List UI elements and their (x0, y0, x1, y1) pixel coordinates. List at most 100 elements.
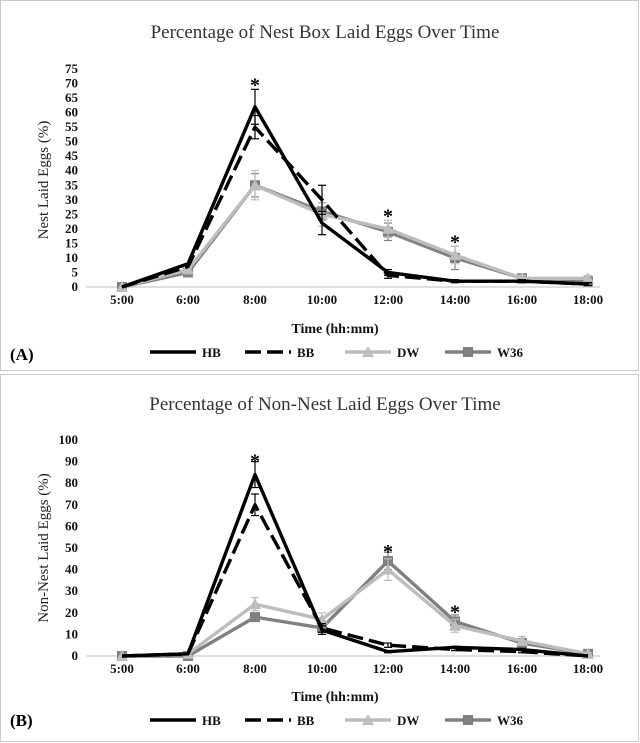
y-tick-label: 30 (65, 583, 78, 598)
significance-star: * (450, 602, 460, 624)
data-point-triangle (582, 272, 594, 284)
x-tick-label: 10:00 (307, 292, 337, 307)
y-tick-label: 20 (65, 605, 78, 620)
legend-item-bb: BB (245, 345, 315, 360)
y-tick-label: 50 (65, 540, 78, 555)
x-tick-label: 12:00 (373, 661, 403, 676)
y-tick-label: 55 (65, 119, 79, 134)
series-line-hb (121, 472, 589, 658)
data-point-triangle (449, 619, 461, 631)
legend-marker-triangle (362, 346, 374, 357)
y-tick-label: 20 (65, 221, 78, 236)
legend-label: W36 (497, 345, 524, 360)
x-tick-label: 12:00 (373, 292, 403, 307)
x-tick-label: 8:00 (243, 661, 267, 676)
panel-a-border (0, 0, 639, 371)
y-tick-label: 70 (65, 497, 78, 512)
chart-b-x-ticks: 5:00 6:00 8:00 10:00 12:00 14:00 16:00 18:00 (110, 661, 603, 676)
y-tick-label: 50 (65, 134, 78, 149)
y-tick-label: 5 (72, 264, 79, 279)
series-line-dw (121, 567, 589, 658)
significance-star: * (250, 450, 260, 472)
x-tick-label: 16:00 (507, 661, 537, 676)
series-hb (121, 461, 589, 658)
legend-label: HB (202, 713, 221, 728)
chart-b-series (116, 461, 594, 661)
legend-marker-square (463, 347, 473, 357)
legend-label: DW (397, 713, 419, 728)
x-tick-label: 14:00 (440, 661, 470, 676)
legend-label: HB (202, 345, 221, 360)
data-point-square (250, 612, 260, 623)
significance-star: * (383, 205, 393, 227)
chart-a-title: Percentage of Nest Box Laid Eggs Over Ti… (151, 22, 500, 43)
data-point-triangle (382, 563, 394, 575)
y-tick-label: 90 (65, 454, 78, 469)
series-hb (121, 88, 592, 289)
y-tick-label: 40 (65, 562, 78, 577)
y-tick-label: 60 (65, 105, 78, 120)
y-tick-label: 80 (65, 475, 78, 490)
x-tick-label: 6:00 (176, 292, 200, 307)
y-tick-label: 40 (65, 163, 78, 178)
data-point-triangle (249, 598, 261, 610)
chart-a-x-ticks: 5:00 6:00 8:00 10:00 12:00 14:00 16:00 18:00 (110, 292, 603, 307)
chart-a-annotations: * * * (250, 75, 460, 254)
y-tick-label: 30 (65, 192, 78, 207)
y-tick-label: 75 (65, 61, 79, 76)
legend-item-w36: W36 (445, 713, 524, 728)
x-tick-label: 18:00 (573, 292, 603, 307)
data-point-triangle (449, 249, 461, 261)
legend-marker-triangle (362, 714, 374, 725)
chart-a-ylabel: Nest Laid Eggs (%) (36, 121, 52, 240)
chart-a-legend: HB BB DW W36 (150, 345, 524, 360)
legend-item-hb: HB (150, 345, 221, 360)
data-point-triangle (249, 179, 261, 191)
x-tick-label: 10:00 (307, 661, 337, 676)
chart-b-annotations: * * * (250, 450, 460, 623)
series-dw (116, 170, 594, 292)
y-tick-label: 15 (65, 235, 79, 250)
legend-label: BB (297, 713, 315, 728)
legend-item-dw: DW (345, 713, 419, 728)
legend-label: W36 (497, 713, 524, 728)
legend-item-bb: BB (245, 713, 315, 728)
significance-star: * (450, 231, 460, 253)
y-tick-label: 35 (65, 177, 79, 192)
series-line-dw (121, 183, 588, 289)
x-tick-label: 16:00 (507, 292, 537, 307)
legend-item-dw: DW (345, 345, 419, 360)
chart-b-legend: HB BB DW W36 (150, 713, 524, 728)
x-tick-label: 5:00 (110, 292, 134, 307)
y-tick-label: 25 (65, 206, 79, 221)
series-bb (121, 493, 589, 658)
series-line-bb (121, 503, 589, 658)
y-tick-label: 65 (65, 90, 79, 105)
x-tick-label: 8:00 (243, 292, 267, 307)
y-tick-label: 0 (72, 279, 79, 294)
series-line-hb (121, 105, 589, 289)
legend-item-w36: W36 (445, 345, 524, 360)
x-tick-label: 18:00 (573, 661, 603, 676)
chart-b-xlabel: Time (hh:mm) (291, 690, 379, 705)
legend-label: DW (397, 345, 419, 360)
chart-b-ylabel: Non-Nest Laid Eggs (%) (36, 473, 52, 623)
y-tick-label: 10 (65, 626, 78, 641)
panel-a: Percentage of Nest Box Laid Eggs Over Ti… (10, 22, 603, 364)
chart-a-panel-label: (A) (10, 345, 34, 364)
series-dw (116, 558, 594, 661)
chart-a-xlabel: Time (hh:mm) (291, 322, 379, 337)
chart-b-title: Percentage of Non-Nest Laid Eggs Over Ti… (149, 394, 500, 415)
significance-star: * (383, 541, 393, 563)
legend-label: BB (297, 345, 315, 360)
x-tick-label: 6:00 (176, 661, 200, 676)
data-point-triangle (516, 634, 528, 646)
legend-item-hb: HB (150, 713, 221, 728)
chart-b-y-ticks: 0 10 20 30 40 50 60 70 80 90 100 (59, 432, 79, 663)
y-tick-label: 60 (65, 518, 78, 533)
y-tick-label: 0 (72, 648, 79, 663)
y-tick-label: 10 (65, 250, 78, 265)
data-point-triangle (382, 222, 394, 234)
